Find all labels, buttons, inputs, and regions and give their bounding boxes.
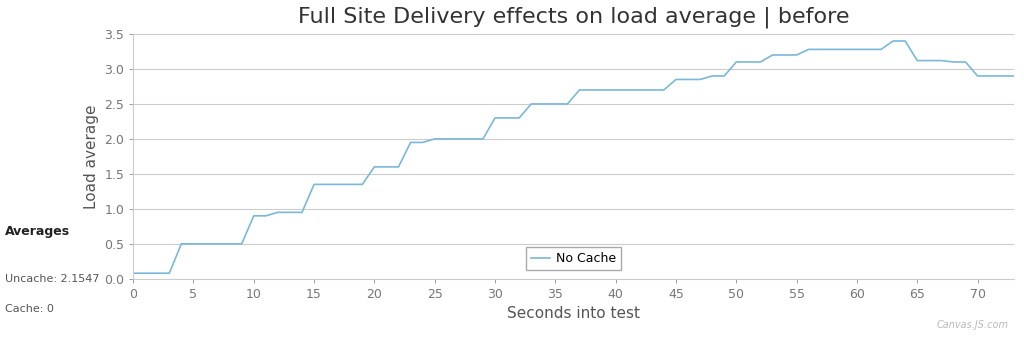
No Cache (308, 182, 321, 186)
Text: Cache: 0: Cache: 0 (5, 304, 54, 314)
X-axis label: Seconds into test: Seconds into test (507, 306, 640, 321)
No Cache (127, 271, 139, 275)
No Cache (417, 140, 429, 144)
Title: Full Site Delivery effects on load average | before: Full Site Delivery effects on load avera… (298, 7, 849, 28)
No Cache (887, 39, 899, 43)
No Cache (622, 88, 634, 92)
No Cache (609, 88, 622, 92)
Legend: No Cache: No Cache (526, 247, 621, 270)
Text: Uncache: 2.1547: Uncache: 2.1547 (5, 274, 99, 284)
Line: No Cache: No Cache (133, 41, 1014, 273)
No Cache (319, 182, 332, 186)
No Cache (935, 58, 947, 63)
Text: Canvas.JS.com: Canvas.JS.com (937, 320, 1009, 330)
No Cache (1008, 74, 1020, 78)
Text: Averages: Averages (5, 225, 71, 238)
Y-axis label: Load average: Load average (84, 104, 98, 209)
